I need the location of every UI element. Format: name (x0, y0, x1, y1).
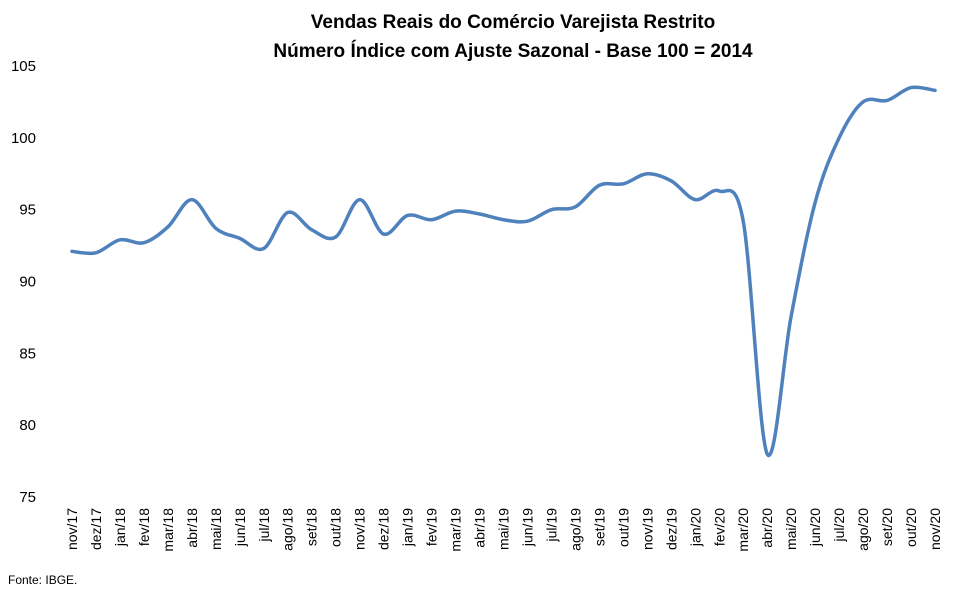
series-line (70, 85, 937, 458)
data-point (454, 209, 458, 213)
data-point (837, 136, 841, 140)
x-tick-label: ago/19 (567, 508, 583, 551)
data-point (717, 189, 721, 193)
x-tick-label: out/18 (328, 508, 344, 547)
x-tick-label: dez/18 (376, 508, 392, 550)
x-tick-label: jun/18 (232, 508, 248, 547)
x-tick-label: set/20 (879, 508, 895, 546)
x-tick-label: mai/18 (208, 508, 224, 550)
data-point (70, 249, 74, 253)
data-point (166, 225, 170, 229)
y-tick-label: 80 (19, 417, 36, 434)
data-point (262, 246, 266, 250)
chart-subtitle: Número Índice com Ajuste Sazonal - Base … (273, 40, 753, 62)
x-tick-label: out/20 (903, 508, 919, 547)
x-tick-label: mar/18 (160, 508, 176, 552)
data-point (190, 198, 194, 202)
x-tick-label: nov/20 (927, 508, 943, 550)
x-tick-label: mai/19 (496, 508, 512, 550)
data-point (813, 200, 817, 204)
data-point (669, 179, 673, 183)
x-tick-label: jan/18 (112, 508, 128, 547)
x-tick-label: fev/19 (424, 508, 440, 546)
x-tick-label: jun/20 (807, 508, 823, 547)
data-point (214, 226, 218, 230)
x-tick-label: jun/19 (519, 508, 535, 547)
x-tick-label: jan/20 (687, 508, 703, 547)
y-tick-label: 85 (19, 345, 36, 362)
x-tick-label: mai/20 (783, 508, 799, 550)
data-point (525, 219, 529, 223)
data-point (94, 251, 98, 255)
x-tick-label: abr/19 (472, 508, 488, 548)
x-tick-label: nov/17 (64, 508, 80, 550)
data-point (382, 232, 386, 236)
y-tick-label: 105 (11, 58, 36, 75)
data-point (909, 86, 913, 90)
x-tick-label: ago/18 (280, 508, 296, 551)
x-tick-label: fev/18 (136, 508, 152, 546)
data-point (741, 219, 745, 223)
x-tick-label: mar/20 (735, 508, 751, 552)
y-tick-label: 100 (11, 130, 36, 147)
y-tick-label: 75 (19, 489, 36, 506)
x-tick-label: nov/18 (352, 508, 368, 550)
x-axis-ticks: nov/17 dez/17 jan/18 fev/18 mar/18 abr/18 mai/… (64, 508, 943, 552)
data-point (861, 100, 865, 104)
data-point (286, 211, 290, 215)
data-point (478, 212, 482, 216)
x-tick-label: jul/18 (256, 508, 272, 543)
data-point (789, 314, 793, 318)
data-point (502, 218, 506, 222)
data-point (933, 88, 937, 92)
data-point (573, 205, 577, 209)
data-point (621, 182, 625, 186)
x-tick-label: nov/19 (639, 508, 655, 550)
y-tick-label: 90 (19, 274, 36, 291)
data-point (118, 238, 122, 242)
data-point (406, 213, 410, 217)
data-point (645, 172, 649, 176)
data-point (238, 236, 242, 240)
series-group (70, 85, 937, 458)
x-tick-label: fev/20 (711, 508, 727, 546)
data-point (142, 241, 146, 245)
x-tick-label: ago/20 (855, 508, 871, 551)
y-axis-ticks: 75 80 85 90 95 100 105 (11, 58, 36, 506)
data-point (549, 208, 553, 212)
x-tick-label: dez/17 (88, 508, 104, 550)
x-tick-label: jan/19 (400, 508, 416, 547)
x-tick-label: set/18 (304, 508, 320, 546)
data-point (310, 228, 314, 232)
chart-title: Vendas Reais do Comércio Varejista Restr… (311, 12, 715, 33)
data-point (765, 452, 769, 456)
x-tick-label: jul/19 (543, 508, 559, 543)
data-point (693, 198, 697, 202)
x-tick-label: mar/19 (448, 508, 464, 552)
source-note: Fonte: IBGE. (8, 573, 78, 587)
x-tick-label: out/19 (615, 508, 631, 547)
x-tick-label: jul/20 (831, 508, 847, 543)
x-tick-label: abr/18 (184, 508, 200, 548)
data-point (885, 98, 889, 102)
y-tick-label: 95 (19, 202, 36, 219)
x-tick-label: set/19 (591, 508, 607, 546)
x-tick-label: abr/20 (759, 508, 775, 548)
data-point (358, 198, 362, 202)
x-tick-label: dez/19 (663, 508, 679, 550)
data-point (334, 235, 338, 239)
data-point (430, 218, 434, 222)
data-point (597, 183, 601, 187)
